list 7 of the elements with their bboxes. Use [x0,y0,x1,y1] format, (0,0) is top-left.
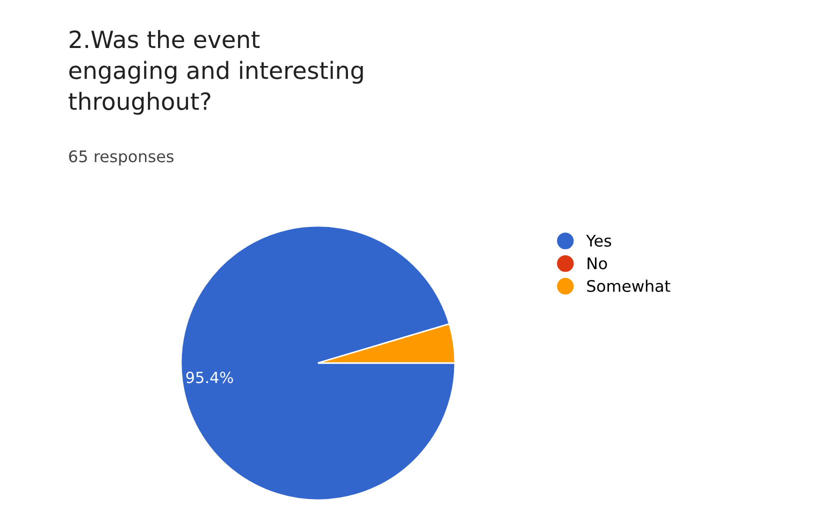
pie-slice [180,225,456,501]
data-label: 95.4% [186,372,233,384]
legend-label: Somewhat [587,280,670,292]
chart-subtitle: 65 responses [69,150,174,166]
legend-label: Yes [586,234,612,247]
chart-title: 2.Was the event engaging and interesting throughout? [68,30,363,115]
legend-label: No [588,258,607,270]
